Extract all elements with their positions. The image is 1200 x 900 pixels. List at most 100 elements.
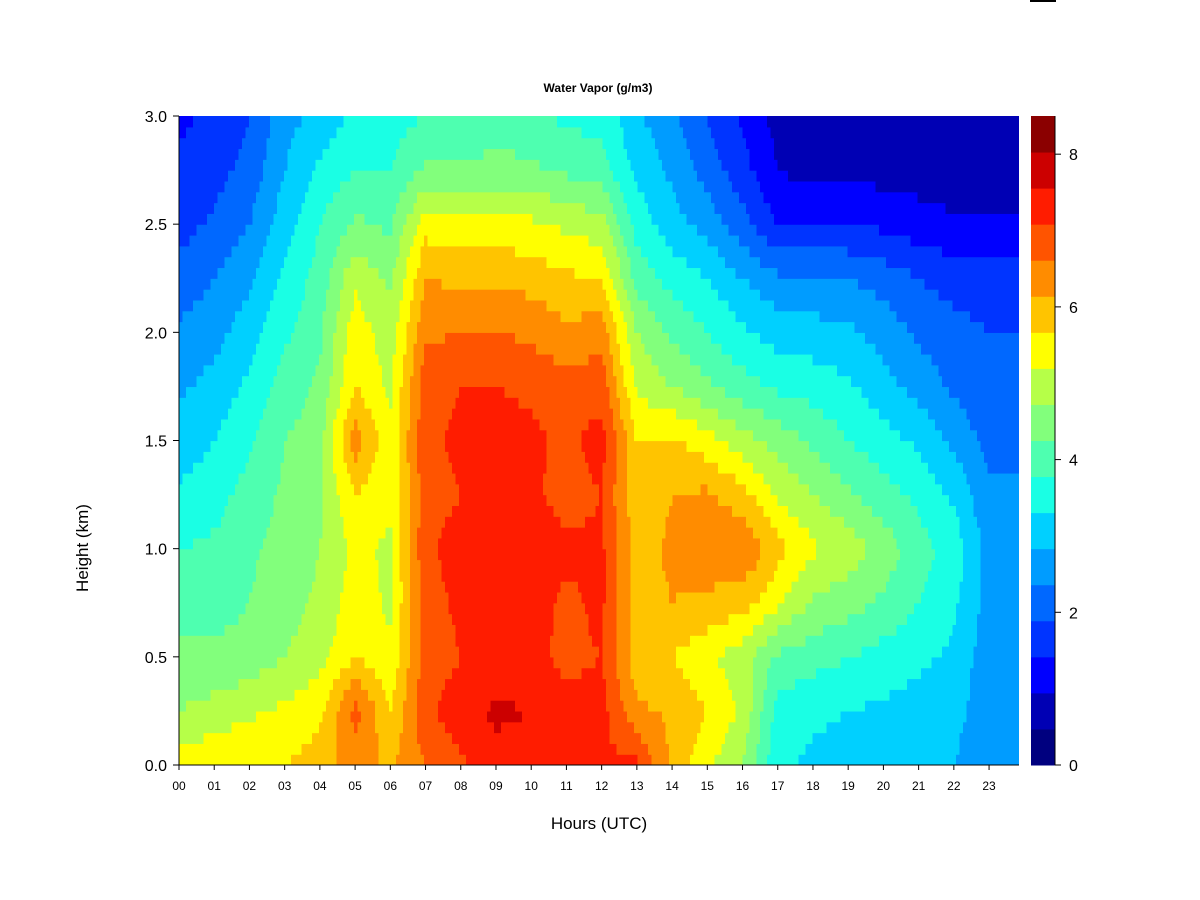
heatmap-cell <box>337 365 341 376</box>
heatmap-cell <box>424 365 428 376</box>
heatmap-cell <box>382 646 386 657</box>
heatmap-cell <box>239 603 243 614</box>
heatmap-cell <box>463 733 467 744</box>
heatmap-cell <box>267 181 271 192</box>
heatmap-cell <box>337 505 341 516</box>
heatmap-cell <box>319 235 323 246</box>
heatmap-cell <box>400 689 404 700</box>
heatmap-cell <box>417 289 421 300</box>
heatmap-cell <box>358 430 362 441</box>
heatmap-cell <box>281 549 285 560</box>
heatmap-cell <box>253 138 257 149</box>
heatmap-cell <box>347 581 351 592</box>
heatmap-cell <box>337 624 341 635</box>
heatmap-cell <box>316 289 320 300</box>
heatmap-cell <box>347 635 351 646</box>
heatmap-cell <box>211 430 215 441</box>
heatmap-cell <box>312 657 316 668</box>
heatmap-cell <box>456 657 460 668</box>
heatmap-cell <box>291 516 295 527</box>
heatmap-cell <box>312 700 316 711</box>
heatmap-cell <box>344 311 348 322</box>
heatmap-cell <box>186 505 190 516</box>
heatmap-cell <box>452 354 456 365</box>
heatmap-cell <box>403 733 407 744</box>
heatmap-cell <box>186 668 190 679</box>
heatmap-cell <box>358 289 362 300</box>
heatmap-cell <box>393 451 397 462</box>
heatmap-cell <box>351 322 355 333</box>
heatmap-cell <box>298 624 302 635</box>
heatmap-cell <box>379 343 383 354</box>
heatmap-cell <box>407 419 411 430</box>
heatmap-cell <box>410 300 414 311</box>
heatmap-cell <box>323 116 327 127</box>
heatmap-cell <box>375 624 379 635</box>
heatmap-cell <box>396 527 400 538</box>
heatmap-cell <box>214 754 218 765</box>
heatmap-cell <box>323 322 327 333</box>
heatmap-cell <box>298 278 302 289</box>
heatmap-cell <box>382 614 386 625</box>
heatmap-cell <box>428 581 432 592</box>
heatmap-cell <box>218 159 222 170</box>
heatmap-cell <box>197 235 201 246</box>
heatmap-cell <box>190 354 194 365</box>
heatmap-cell <box>249 386 253 397</box>
heatmap-cell <box>407 343 411 354</box>
heatmap-cell <box>337 733 341 744</box>
heatmap-cell <box>319 603 323 614</box>
heatmap-cell <box>242 700 246 711</box>
heatmap-cell <box>428 267 432 278</box>
heatmap-cell <box>459 343 463 354</box>
heatmap-cell <box>410 473 414 484</box>
heatmap-cell <box>200 181 204 192</box>
heatmap-cell <box>211 549 215 560</box>
heatmap-cell <box>333 246 337 257</box>
heatmap-cell <box>249 516 253 527</box>
heatmap-cell <box>316 678 320 689</box>
heatmap-cell <box>197 376 201 387</box>
heatmap-cell <box>214 592 218 603</box>
heatmap-cell <box>466 159 470 170</box>
heatmap-cell <box>267 246 271 257</box>
heatmap-cell <box>459 668 463 679</box>
heatmap-cell <box>256 192 260 203</box>
heatmap-cell <box>228 430 232 441</box>
heatmap-cell <box>239 592 243 603</box>
heatmap-cell <box>456 343 460 354</box>
heatmap-cell <box>288 678 292 689</box>
heatmap-cell <box>277 635 281 646</box>
heatmap-cell <box>340 451 344 462</box>
heatmap-cell <box>417 192 421 203</box>
heatmap-cell <box>186 657 190 668</box>
heatmap-cell <box>186 332 190 343</box>
heatmap-cell <box>340 495 344 506</box>
heatmap-cell <box>260 646 264 657</box>
heatmap-cell <box>211 700 215 711</box>
heatmap-cell <box>281 332 285 343</box>
heatmap-cell <box>309 462 313 473</box>
heatmap-cell <box>414 441 418 452</box>
heatmap-cell <box>438 614 442 625</box>
heatmap-cell <box>295 159 299 170</box>
heatmap-cell <box>270 646 274 657</box>
heatmap-cell <box>288 462 292 473</box>
heatmap-cell <box>197 213 201 224</box>
heatmap-cell <box>298 646 302 657</box>
heatmap-cell <box>421 246 425 257</box>
heatmap-cell <box>288 689 292 700</box>
heatmap-cell <box>396 138 400 149</box>
heatmap-cell <box>204 235 208 246</box>
heatmap-cell <box>445 733 449 744</box>
heatmap-cell <box>284 711 288 722</box>
heatmap-cell <box>200 419 204 430</box>
heatmap-cell <box>361 549 365 560</box>
heatmap-cell <box>235 322 239 333</box>
heatmap-cell <box>438 246 442 257</box>
heatmap-cell <box>368 192 372 203</box>
heatmap-cell <box>326 624 330 635</box>
heatmap-cell <box>463 246 467 257</box>
heatmap-cell <box>372 646 376 657</box>
heatmap-cell <box>354 700 358 711</box>
